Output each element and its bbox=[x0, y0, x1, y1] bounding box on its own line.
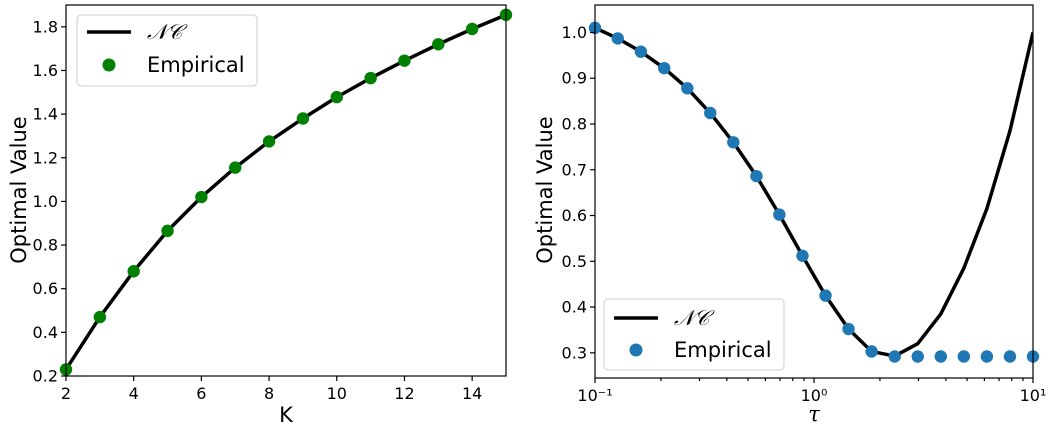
chart-k-empirical-point bbox=[195, 190, 208, 204]
chart-tau-empirical-point bbox=[773, 208, 786, 221]
chart-k-ylabel: Optimal Value bbox=[7, 116, 31, 263]
chart-k-ytick-label: 1.2 bbox=[33, 148, 58, 167]
chart-k-xtick-label: 10 bbox=[327, 384, 347, 403]
chart-k-legend: 𝒩𝒞 Empirical bbox=[76, 14, 258, 87]
chart-tau-ylabel: Optimal Value bbox=[533, 116, 557, 263]
chart-k-ytick-label: 0.6 bbox=[33, 279, 58, 298]
chart-k-empirical-point bbox=[127, 265, 140, 278]
chart-tau-empirical-point bbox=[681, 82, 694, 95]
chart-tau-legend-label-nc: 𝒩𝒞 bbox=[674, 306, 715, 330]
chart-k: 2 4 6 8 10 12 140.20.40.60.81.01.21.41.61.8 K … bbox=[7, 4, 513, 427]
chart-k-ytick-label: 1.6 bbox=[33, 61, 58, 80]
chart-tau-legend-label-empirical: Empirical bbox=[674, 338, 772, 362]
chart-tau-empirical-point bbox=[842, 322, 855, 336]
chart-tau-ytick-label: 0.5 bbox=[562, 252, 587, 271]
chart-k-empirical-point bbox=[296, 112, 310, 125]
chart-k-nc-line bbox=[66, 13, 506, 371]
chart-tau-ticks: 10⁻¹ 10⁰ 10¹ 0.3 0.4 0.5 0.6 0.7 0.8 0.9 1.0 bbox=[562, 23, 1047, 405]
chart-tau-xlabel: τ bbox=[808, 402, 820, 426]
chart-tau-empirical-point bbox=[1003, 350, 1017, 363]
chart-k-xtick-label: 4 bbox=[129, 384, 139, 403]
chart-k-xlabel: K bbox=[279, 403, 294, 427]
chart-k-empirical-point bbox=[465, 22, 479, 36]
chart-tau-ytick-label: 0.8 bbox=[562, 114, 587, 133]
chart-k-xtick-label: 6 bbox=[196, 384, 206, 403]
chart-tau-legend-marker-swatch bbox=[629, 343, 643, 357]
chart-tau-empirical-point bbox=[888, 350, 901, 363]
chart-tau-empirical-point bbox=[819, 289, 832, 302]
chart-k-empirical-point bbox=[364, 71, 377, 85]
chart-tau-ytick-label: 0.9 bbox=[562, 69, 587, 88]
chart-tau-ytick-label: 0.4 bbox=[562, 298, 587, 317]
chart-tau-empirical-point bbox=[865, 345, 878, 358]
chart-tau-empirical-point bbox=[911, 350, 924, 363]
chart-tau-ytick-label: 0.7 bbox=[562, 160, 587, 179]
chart-k-legend-label-nc: 𝒩𝒞 bbox=[147, 20, 188, 44]
chart-tau-empirical-point bbox=[934, 350, 947, 363]
chart-k-xtick-label: 8 bbox=[264, 384, 274, 403]
chart-tau-xtick-label: 10¹ bbox=[1020, 386, 1047, 405]
chart-k-empirical-point bbox=[432, 38, 445, 51]
chart-tau-empirical-point bbox=[704, 106, 717, 120]
chart-tau-empirical-point bbox=[727, 136, 740, 149]
chart-tau-ytick-label: 0.6 bbox=[562, 206, 587, 225]
chart-k-ytick-label: 0.8 bbox=[33, 236, 58, 255]
chart-tau-ytick-label: 1.0 bbox=[562, 23, 587, 42]
chart-tau-marks bbox=[588, 21, 1040, 363]
chart-tau-xtick-label: 10⁻¹ bbox=[577, 386, 612, 405]
chart-tau-xtick-label: 10⁰ bbox=[801, 386, 828, 405]
chart-k-legend-label-empirical: Empirical bbox=[147, 53, 245, 77]
chart-k-empirical-point bbox=[262, 135, 276, 148]
chart-k-xtick-label: 14 bbox=[462, 384, 482, 403]
chart-k-ytick-label: 0.4 bbox=[33, 323, 58, 342]
chart-k-empirical-point bbox=[161, 224, 174, 238]
chart-k-empirical-point bbox=[330, 90, 343, 104]
chart-tau-empirical-point bbox=[796, 249, 809, 262]
chart-k-ytick-label: 1.0 bbox=[33, 192, 58, 211]
chart-tau-empirical-point bbox=[750, 169, 763, 183]
chart-tau-ytick-label: 0.3 bbox=[562, 343, 587, 362]
chart-k-ytick-label: 1.4 bbox=[33, 105, 58, 124]
chart-tau-empirical-point bbox=[658, 61, 671, 75]
chart-tau-empirical-point bbox=[957, 350, 971, 363]
chart-k-empirical-point bbox=[398, 54, 411, 67]
chart-tau-empirical-point bbox=[611, 32, 624, 45]
chart-k-xtick-label: 12 bbox=[394, 384, 414, 403]
chart-tau-legend: 𝒩𝒞 Empirical bbox=[603, 298, 785, 371]
chart-k-ytick-label: 1.8 bbox=[33, 17, 58, 36]
chart-k-plot-frame bbox=[65, 4, 507, 377]
chart-k-ytick-label: 0.2 bbox=[33, 367, 58, 386]
chart-k-empirical-point bbox=[229, 161, 242, 174]
chart-k-ticks: 2 4 6 8 10 12 14 0.2 0.4 0.6 0.8 1.0 1.2 1.4 1.6 1.8 bbox=[33, 17, 483, 403]
chart-k-legend-marker-swatch bbox=[102, 58, 116, 72]
chart-tau-empirical-point bbox=[980, 350, 994, 363]
chart-tau: 10⁻¹ 10⁰ 10¹ 0.3 0.4 0.5 0.6 0.7 0.8 0.9 1.0 τ Opt… bbox=[533, 4, 1047, 426]
chart-k-xtick-label: 2 bbox=[61, 384, 71, 403]
chart-k-empirical-point bbox=[93, 310, 107, 324]
chart-tau-empirical-point bbox=[634, 45, 648, 58]
